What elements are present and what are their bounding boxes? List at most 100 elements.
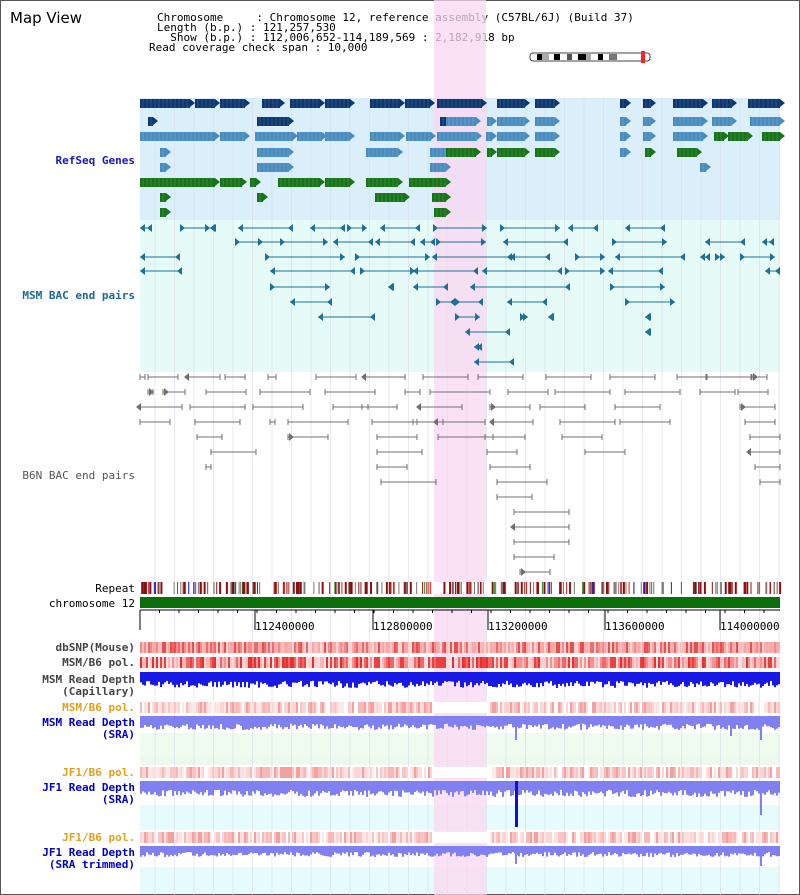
msm-depth-sra-bar bbox=[590, 716, 592, 725]
msm-b6-pol2-heat bbox=[254, 702, 256, 713]
jf1-depth-sra-bar bbox=[668, 781, 670, 792]
msm-bac-end bbox=[715, 253, 720, 261]
msm-b6-pol2-heat bbox=[228, 702, 230, 713]
jf1-depth-sra-bar bbox=[462, 781, 464, 792]
msm-depth-capillary-bar bbox=[476, 672, 478, 684]
jf1-b6-pol2-heat bbox=[704, 832, 706, 843]
b6n-bac-end-marker bbox=[289, 433, 294, 441]
msm-depth-capillary-bar bbox=[264, 672, 266, 683]
jf1-depth-trim-bar bbox=[170, 846, 172, 855]
jf1-depth-trim-bar bbox=[716, 846, 718, 853]
jf1-depth-sra-bar bbox=[742, 781, 744, 792]
repeat-mark bbox=[282, 582, 284, 594]
msm-depth-sra-bar bbox=[488, 716, 490, 727]
jf1-depth-trim-bar bbox=[200, 846, 202, 857]
jf1-b6-pol2-heat bbox=[602, 832, 604, 843]
dbsnp-heat bbox=[690, 642, 692, 653]
jf1-depth-trim-bar bbox=[426, 846, 428, 854]
jf1-depth-trim-bar bbox=[626, 846, 628, 855]
jf1-b6-pol2-heat bbox=[536, 832, 538, 843]
msm-depth-sra-bar bbox=[164, 716, 166, 726]
dbsnp-heat bbox=[724, 642, 726, 653]
msm-b6-pol2-heat bbox=[392, 702, 394, 713]
msm-depth-sra-bar bbox=[184, 716, 186, 726]
jf1-b6-pol2-heat bbox=[154, 832, 156, 843]
jf1-b6-pol-heat bbox=[726, 767, 728, 778]
msm-b6-pol2-heat bbox=[762, 702, 764, 713]
jf1-b6-pol-heat bbox=[424, 767, 426, 778]
msm-depth-capillary-bar bbox=[546, 672, 548, 682]
msm-b6-pol-heat bbox=[406, 657, 408, 668]
jf1-depth-sra-bar bbox=[662, 781, 664, 793]
gene-block bbox=[405, 99, 430, 108]
msm-b6-pol-heat bbox=[498, 657, 500, 668]
jf1-depth-trim-bar bbox=[362, 846, 364, 855]
msm-depth-capillary-bar bbox=[644, 672, 646, 684]
repeat-mark bbox=[364, 582, 366, 594]
jf1-b6-pol2-heat bbox=[250, 832, 252, 843]
msm-depth-sra-bar bbox=[714, 716, 716, 730]
msm-depth-sra-bar bbox=[400, 716, 402, 728]
msm-b6-pol2-heat bbox=[760, 702, 762, 713]
repeat-mark bbox=[661, 582, 663, 594]
jf1-depth-trim-bar bbox=[398, 846, 400, 853]
jf1-b6-pol2-heat bbox=[492, 832, 494, 843]
msm-bac-end bbox=[775, 267, 780, 275]
msm-b6-pol-heat bbox=[560, 657, 562, 668]
jf1-depth-trim-bar bbox=[718, 846, 720, 857]
jf1-depth-sra-bar bbox=[556, 781, 558, 794]
repeat-mark bbox=[480, 582, 482, 594]
jf1-depth-trim-bar bbox=[210, 846, 212, 856]
msm-b6-pol-heat bbox=[528, 657, 530, 668]
repeat-mark bbox=[559, 582, 562, 594]
jf1-b6-pol-heat bbox=[234, 767, 236, 778]
repeat-mark bbox=[393, 582, 395, 594]
msm-b6-pol-heat bbox=[570, 657, 572, 668]
jf1-depth-sra-bar bbox=[302, 781, 304, 796]
dbsnp-heat bbox=[598, 642, 600, 653]
gene-arrow bbox=[293, 132, 298, 140]
msm-depth-sra-bar bbox=[338, 716, 340, 726]
jf1-depth-trim-bar bbox=[154, 846, 156, 857]
jf1-depth-trim-bar bbox=[466, 846, 468, 857]
msm-depth-capillary-bar bbox=[716, 672, 718, 685]
jf1-depth-sra-bar bbox=[684, 781, 686, 791]
msm-b6-pol-heat bbox=[450, 657, 452, 668]
jf1-depth-sra-bar bbox=[250, 781, 252, 796]
jf1-depth-sra-bar bbox=[468, 781, 470, 795]
gene-arrow bbox=[322, 132, 327, 140]
msm-b6-pol2-heat bbox=[250, 702, 252, 713]
dbsnp-heat bbox=[452, 642, 454, 653]
jf1-depth-sra-bar bbox=[360, 781, 362, 793]
msm-depth-capillary-bar bbox=[708, 672, 710, 686]
gene-arrow bbox=[748, 132, 753, 140]
jf1-depth-sra-label-2: (SRA) bbox=[101, 793, 135, 806]
jf1-b6-pol2-heat bbox=[568, 832, 570, 843]
jf1-depth-trim-bar bbox=[342, 846, 344, 853]
jf1-b6-pol-heat bbox=[488, 767, 490, 778]
msm-b6-pol-heat bbox=[252, 657, 254, 668]
jf1-b6-pol2-heat bbox=[608, 832, 610, 843]
msm-b6-pol2-heat bbox=[574, 702, 576, 713]
dbsnp-heat bbox=[246, 642, 248, 653]
jf1-b6-pol2-heat bbox=[216, 832, 218, 843]
jf1-b6-pol2-heat bbox=[298, 832, 300, 843]
msm-b6-pol-heat bbox=[488, 657, 490, 668]
msm-depth-capillary-bar bbox=[710, 672, 712, 683]
msm-depth-sra-bar bbox=[712, 716, 714, 727]
jf1-b6-pol-heat bbox=[402, 767, 404, 778]
msm-b6-pol-heat bbox=[738, 657, 740, 668]
msm-depth-capillary-bar bbox=[368, 672, 370, 682]
jf1-b6-pol-heat bbox=[244, 767, 246, 778]
msm-b6-pol2-heat bbox=[566, 702, 568, 713]
msm-depth-sra-bar bbox=[346, 716, 348, 728]
jf1-depth-sra-bar bbox=[664, 781, 666, 794]
dbsnp-heat bbox=[778, 642, 780, 653]
msm-b6-pol2-heat bbox=[508, 702, 510, 713]
dbsnp-heat bbox=[618, 642, 620, 653]
jf1-depth-sra-bar bbox=[332, 781, 334, 796]
jf1-depth-trim-bar bbox=[512, 846, 514, 853]
msm-b6-pol2-heat bbox=[300, 702, 302, 713]
jf1-b6-pol-heat bbox=[432, 767, 434, 778]
